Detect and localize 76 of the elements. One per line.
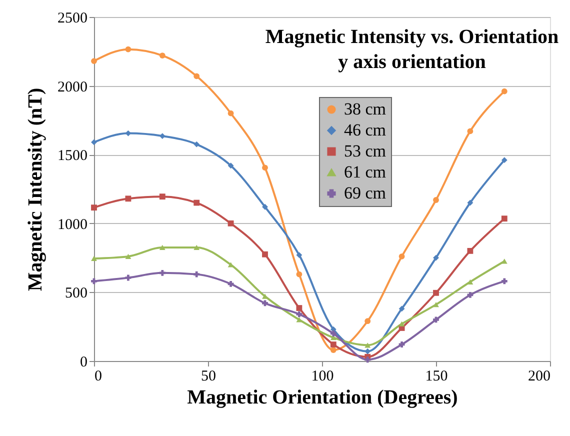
point [467, 292, 474, 298]
y-tick-label: 500 [65, 286, 88, 302]
point [330, 347, 336, 353]
point [467, 200, 474, 206]
y-tick-label: 0 [80, 354, 88, 370]
point [91, 139, 97, 146]
point [262, 204, 268, 210]
point [194, 200, 200, 206]
point [228, 220, 234, 226]
point [228, 280, 234, 287]
point [364, 342, 371, 348]
point [159, 244, 166, 250]
point [228, 110, 234, 116]
legend-label: 38 cm [344, 100, 386, 118]
x-tick-label: 200 [528, 368, 550, 384]
x-tick-label: 150 [425, 368, 448, 384]
point [194, 73, 200, 80]
point [262, 164, 268, 171]
point [296, 317, 302, 322]
point [433, 290, 439, 296]
point [501, 88, 508, 94]
point [296, 271, 302, 278]
point [433, 316, 439, 323]
y-tick-label: 2500 [58, 10, 88, 26]
point [194, 141, 200, 148]
point [159, 194, 166, 200]
point [125, 46, 132, 52]
point [501, 258, 508, 264]
point [228, 162, 234, 169]
point [467, 128, 474, 134]
y-tick-label: 1000 [58, 216, 88, 233]
point [296, 305, 302, 311]
point [467, 248, 474, 254]
point [125, 196, 132, 202]
point [501, 278, 508, 284]
point [125, 274, 132, 281]
legend-label: 69 cm [344, 184, 386, 202]
point [398, 321, 405, 326]
text: y axis orientation [338, 51, 486, 73]
point [433, 197, 439, 203]
point [125, 254, 132, 259]
point [159, 270, 166, 276]
legend-label: 46 cm [344, 120, 386, 140]
y-tick-label: 2000 [58, 79, 88, 96]
point [91, 204, 97, 211]
point [501, 157, 508, 164]
point [330, 342, 336, 348]
point [91, 278, 97, 284]
point [296, 311, 302, 318]
point [262, 300, 268, 306]
point [262, 251, 268, 258]
chart-title: Magnetic Intensity vs. Orientation [265, 26, 559, 48]
point [159, 52, 166, 58]
x-tick-label: 50 [201, 368, 216, 384]
point [91, 58, 97, 64]
point [433, 254, 439, 261]
point [433, 302, 439, 308]
point [501, 216, 508, 222]
point [364, 318, 371, 324]
point [398, 342, 405, 348]
y-axis-title: Magnetic Intensity (nT) [24, 88, 46, 292]
point [91, 256, 97, 262]
legend-label: 53 cm [344, 142, 386, 160]
x-tick-label: 0 [94, 368, 102, 384]
point [296, 252, 302, 258]
point [398, 306, 405, 312]
point [194, 244, 200, 250]
point [194, 271, 200, 278]
y-tick-label: 1500 [58, 148, 88, 164]
point [330, 330, 336, 336]
legend-label: 61 cm [344, 162, 386, 182]
point [398, 253, 405, 260]
point [364, 348, 371, 354]
point [364, 356, 371, 363]
x-tick-label: 100 [311, 368, 334, 384]
x-axis-title: Magnetic Orientation (Degrees) [187, 386, 458, 408]
